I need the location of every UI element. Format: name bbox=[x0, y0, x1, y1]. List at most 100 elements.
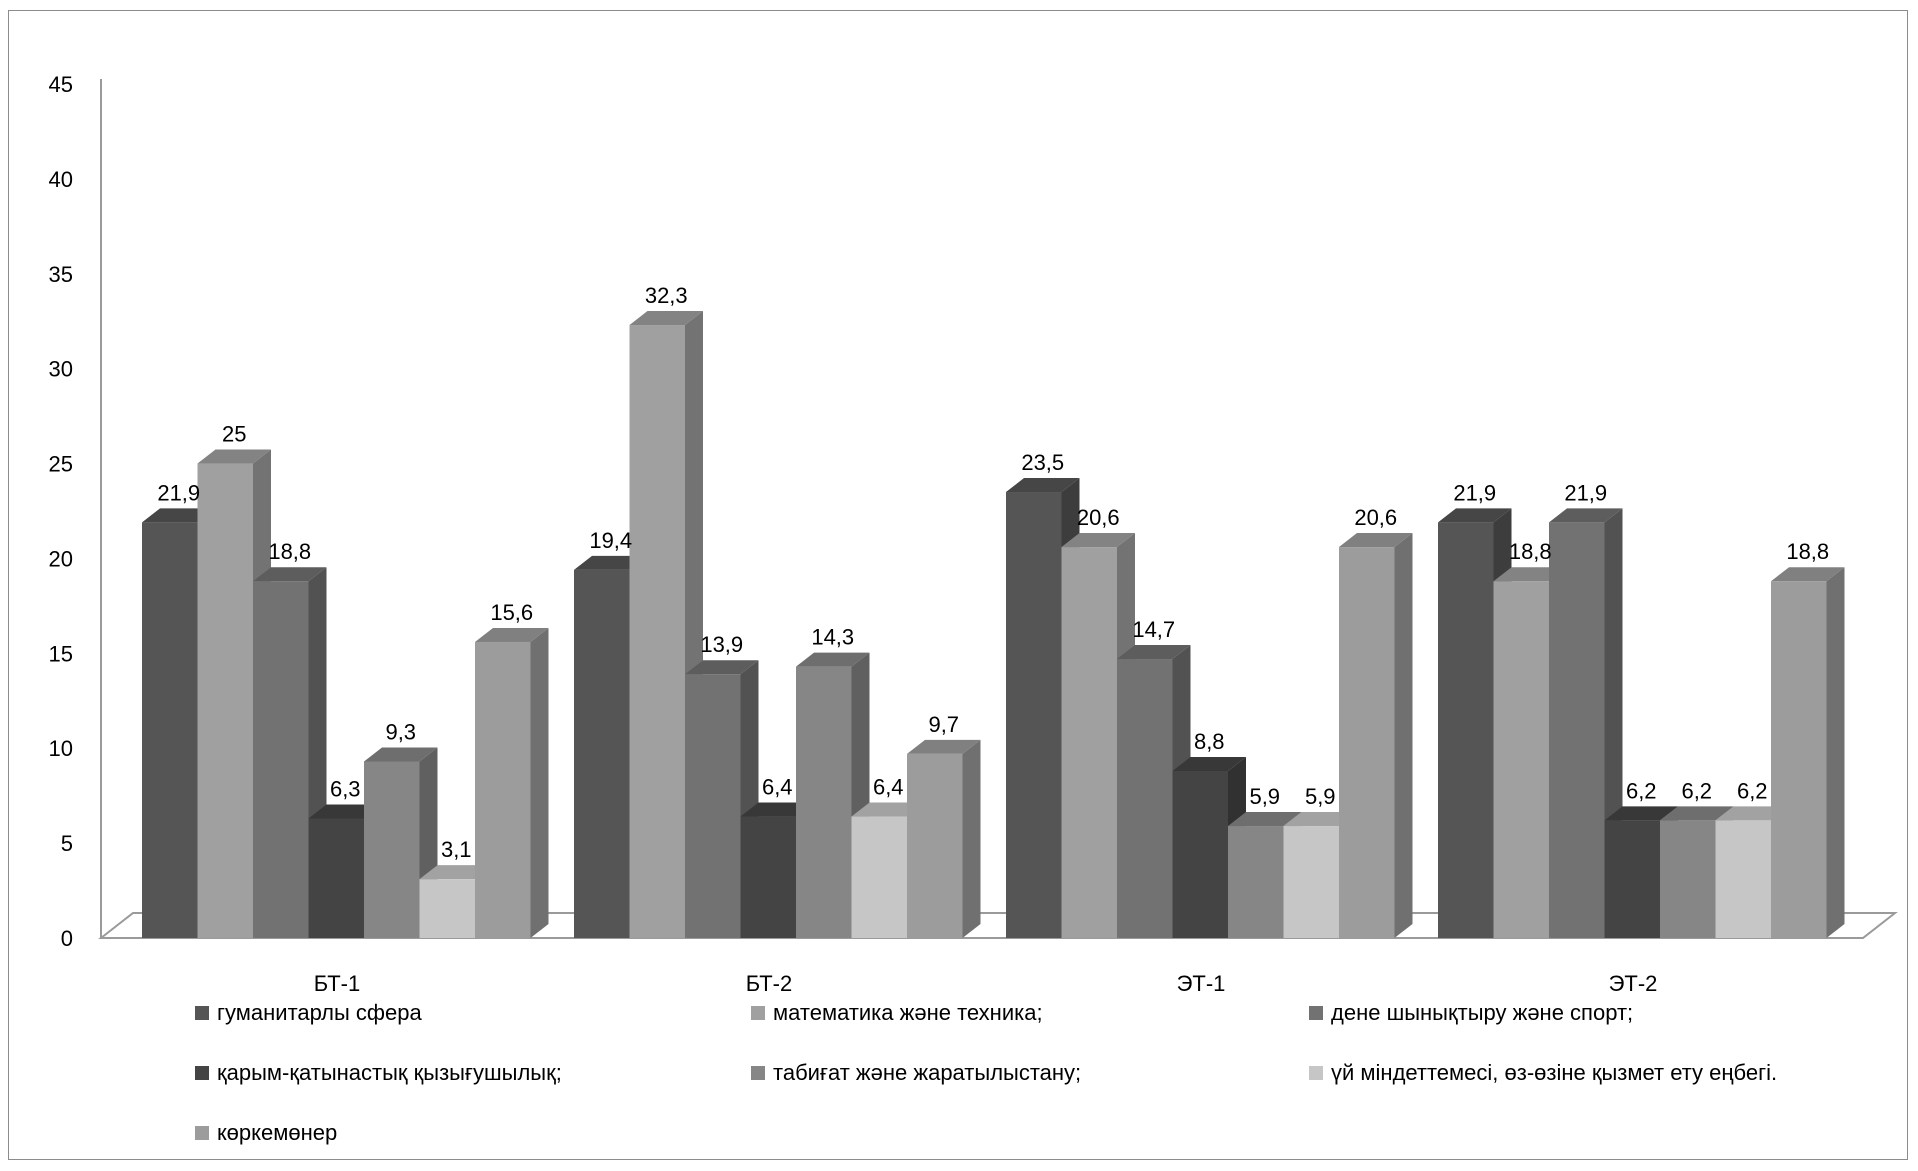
data-label: 18,8 bbox=[268, 539, 311, 564]
x-category-label: БТ-2 bbox=[746, 971, 792, 996]
bar-chart-3d: 0 5 10 15 20 25 30 35 40 45 БТ-1 БТ-2 ЭТ-1 ЭТ-2 21,9 25… bbox=[49, 72, 1898, 1145]
bar bbox=[1604, 820, 1660, 938]
bar bbox=[685, 674, 741, 938]
legend-label: математика және техника; bbox=[773, 1000, 1043, 1025]
data-label: 25 bbox=[222, 422, 246, 447]
data-label: 14,7 bbox=[1132, 617, 1175, 642]
bar bbox=[1339, 547, 1395, 938]
bar-top bbox=[364, 747, 438, 762]
chart-frame: 0 5 10 15 20 25 30 35 40 45 БТ-1 БТ-2 ЭТ-1 ЭТ-2 21,9 25… bbox=[8, 10, 1908, 1160]
y-tick-label: 45 bbox=[49, 72, 73, 97]
legend-label: табиғат және жаратылыстану; bbox=[773, 1060, 1081, 1085]
legend-swatch bbox=[195, 1006, 209, 1020]
bar bbox=[1061, 547, 1117, 938]
bar-top bbox=[1172, 756, 1246, 771]
bar-top bbox=[142, 508, 216, 523]
data-label: 9,7 bbox=[928, 712, 959, 737]
bar-top bbox=[1339, 533, 1413, 548]
bar bbox=[1006, 492, 1062, 938]
data-label: 21,9 bbox=[157, 480, 200, 505]
bar-top bbox=[197, 449, 271, 464]
data-label: 6,2 bbox=[1681, 778, 1712, 803]
y-tick-label: 30 bbox=[49, 357, 73, 382]
bar-side bbox=[530, 627, 549, 938]
bar bbox=[851, 816, 907, 938]
legend-swatch bbox=[195, 1066, 209, 1080]
bar bbox=[1283, 826, 1339, 938]
data-label: 6,2 bbox=[1737, 778, 1768, 803]
bar bbox=[1549, 522, 1605, 938]
data-label: 3,1 bbox=[441, 837, 472, 862]
legend-label: дене шынықтыру және спорт; bbox=[1331, 1000, 1633, 1025]
y-tick-label: 0 bbox=[61, 926, 73, 951]
bar-top bbox=[1715, 806, 1789, 821]
data-label: 13,9 bbox=[700, 632, 743, 657]
bar bbox=[1660, 820, 1716, 938]
bar-top bbox=[1117, 645, 1191, 660]
data-label: 6,4 bbox=[762, 775, 793, 800]
bar bbox=[907, 753, 963, 938]
data-label: 15,6 bbox=[490, 600, 533, 625]
bar bbox=[1771, 581, 1827, 938]
x-category-label: БТ-1 bbox=[314, 971, 360, 996]
y-tick-label: 5 bbox=[61, 831, 73, 856]
data-label: 6,4 bbox=[873, 775, 904, 800]
data-label: 18,8 bbox=[1786, 539, 1829, 564]
bar-top bbox=[740, 802, 814, 817]
data-label: 20,6 bbox=[1354, 505, 1397, 530]
bar-top bbox=[308, 804, 382, 819]
bar-top bbox=[1283, 812, 1357, 827]
bar-side bbox=[1826, 567, 1845, 938]
legend-swatch bbox=[195, 1126, 209, 1140]
bar-top bbox=[1660, 806, 1734, 821]
bar-top bbox=[419, 865, 493, 880]
bar bbox=[253, 581, 309, 938]
bar-top bbox=[796, 652, 870, 667]
y-tick-label: 10 bbox=[49, 736, 73, 761]
bar-top bbox=[1228, 812, 1302, 827]
bar bbox=[796, 666, 852, 938]
data-label: 8,8 bbox=[1194, 729, 1225, 754]
data-label: 6,2 bbox=[1626, 778, 1657, 803]
x-category-label: ЭТ-2 bbox=[1609, 971, 1658, 996]
bar bbox=[1228, 826, 1284, 938]
bar-top bbox=[1604, 806, 1678, 821]
data-label: 32,3 bbox=[645, 283, 688, 308]
bar-top bbox=[1493, 567, 1567, 582]
bar bbox=[1172, 770, 1228, 938]
bar-top bbox=[1771, 567, 1845, 582]
bar bbox=[475, 641, 531, 938]
legend-label: үй міндеттемесі, өз-өзіне қызмет ету еңб… bbox=[1331, 1060, 1777, 1085]
bar bbox=[142, 522, 198, 938]
bar-side bbox=[962, 739, 981, 938]
legend-swatch bbox=[1309, 1066, 1323, 1080]
y-tick-label: 40 bbox=[49, 167, 73, 192]
y-tick-label: 35 bbox=[49, 262, 73, 287]
legend-swatch bbox=[1309, 1006, 1323, 1020]
bar bbox=[364, 761, 420, 938]
data-label: 9,3 bbox=[385, 720, 416, 745]
bar-top bbox=[851, 802, 925, 817]
legend-label: қарым-қатынастық қызығушылық; bbox=[217, 1060, 562, 1085]
data-label: 5,9 bbox=[1249, 784, 1280, 809]
bar-top bbox=[574, 555, 648, 570]
data-label: 19,4 bbox=[589, 528, 632, 553]
bar bbox=[1493, 581, 1549, 938]
data-label: 21,9 bbox=[1453, 480, 1496, 505]
y-tick-label: 20 bbox=[49, 546, 73, 571]
data-label: 14,3 bbox=[811, 625, 854, 650]
data-label: 18,8 bbox=[1509, 539, 1552, 564]
bar bbox=[1715, 820, 1771, 938]
bar bbox=[629, 325, 685, 938]
bar bbox=[740, 816, 796, 938]
bar-side bbox=[1394, 533, 1413, 938]
bar-top bbox=[1438, 508, 1512, 523]
legend-label: гуманитарлы сфера bbox=[217, 1000, 422, 1025]
data-label: 21,9 bbox=[1564, 480, 1607, 505]
bar-top bbox=[907, 739, 981, 754]
bar-top bbox=[1006, 478, 1080, 493]
bar bbox=[308, 818, 364, 938]
bar-top bbox=[685, 660, 759, 675]
legend-swatch bbox=[751, 1066, 765, 1080]
bar bbox=[419, 879, 475, 938]
